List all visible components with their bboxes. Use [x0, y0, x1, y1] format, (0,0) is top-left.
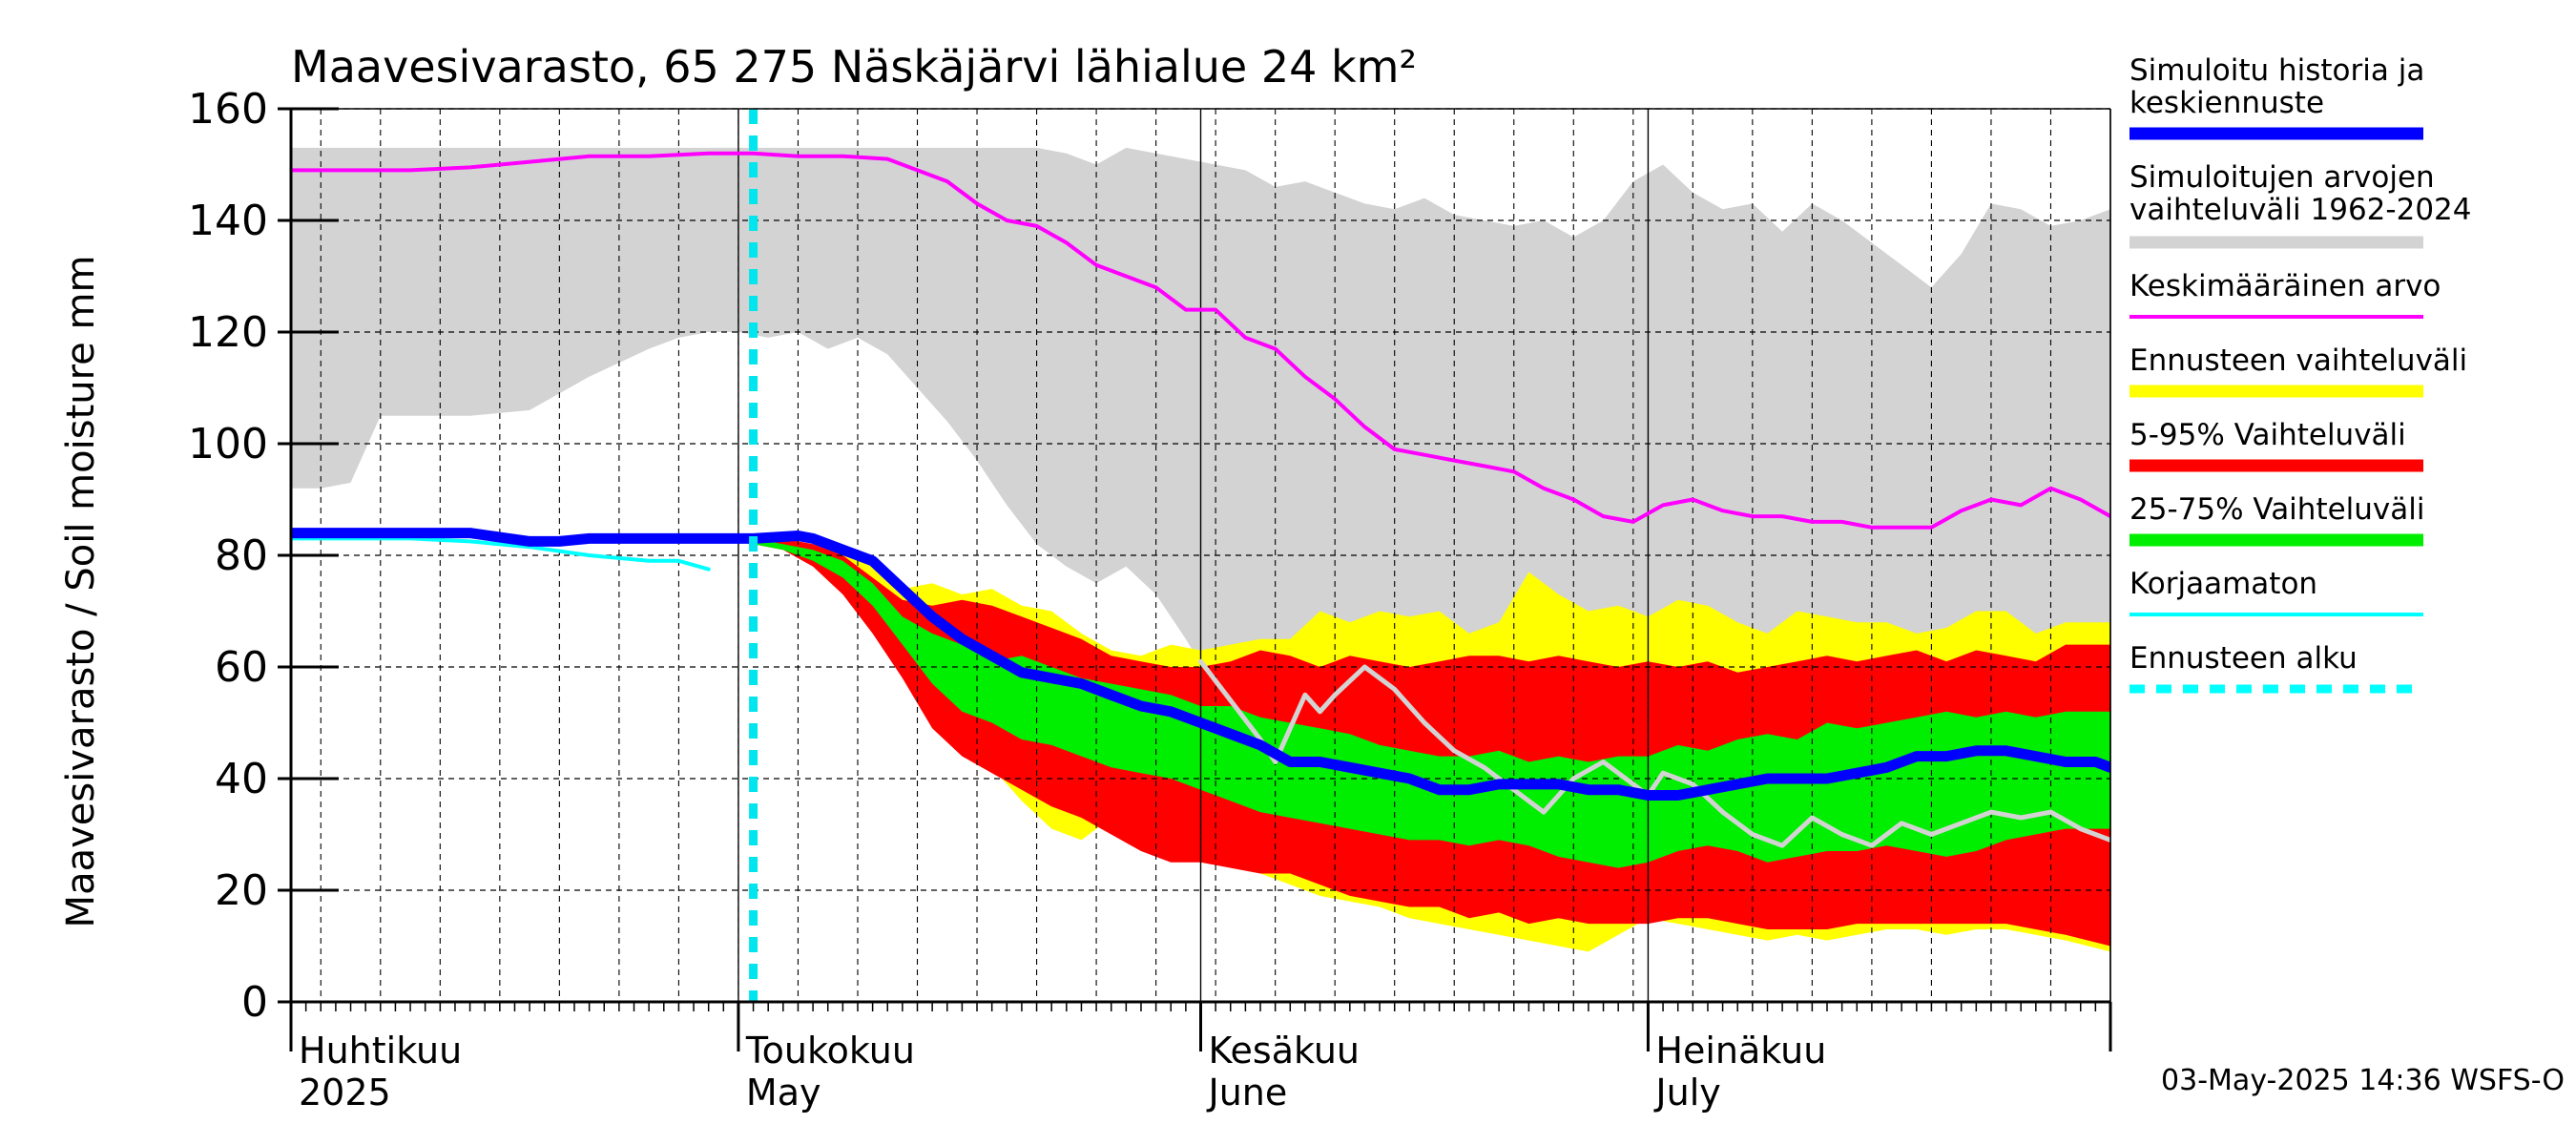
legend-item-2: Keskimääräinen arvo [2129, 269, 2441, 319]
month-label-fi-1: Toukokuu [745, 1030, 915, 1072]
y-tick-label-60: 60 [215, 643, 268, 692]
y-tick-label-80: 80 [215, 531, 268, 580]
chart-title: Maavesivarasto, 65 275 Näskäjärvi lähial… [291, 41, 1417, 93]
month-label-en-0: 2025 [299, 1072, 391, 1114]
series-line-3 [291, 528, 2110, 801]
legend-item-6: Korjaamaton [2129, 567, 2423, 616]
month-label-en-1: May [746, 1072, 821, 1114]
y-tick-label-160: 160 [188, 85, 268, 134]
legend-label-0-1: keskiennuste [2129, 86, 2324, 120]
y-tick-label-120: 120 [188, 308, 268, 357]
month-label-fi-0: Huhtikuu [299, 1030, 462, 1072]
legend-item-4: 5-95% Vaihteluväli [2129, 418, 2423, 472]
legend-label-6-0: Korjaamaton [2129, 567, 2317, 601]
y-tick-label-40: 40 [215, 755, 268, 803]
series-line-0 [291, 151, 2110, 530]
lines-layer [291, 151, 2110, 848]
series-line-2 [1198, 658, 2110, 848]
y-axis-label: Maavesivarasto / Soil moisture mm [59, 256, 103, 928]
legend: Simuloitu historia jakeskiennusteSimuloi… [2129, 53, 2471, 694]
legend-item-7: Ennusteen alku [2129, 641, 2423, 694]
month-label-fi-2: Kesäkuu [1209, 1030, 1361, 1072]
month-label-en-2: June [1207, 1072, 1288, 1114]
y-tick-label-140: 140 [188, 197, 268, 245]
y-tick-label-0: 0 [241, 978, 268, 1027]
legend-label-1-0: Simuloitujen arvojen [2129, 160, 2435, 195]
legend-label-1-1: vaihteluväli 1962-2024 [2129, 193, 2471, 227]
legend-label-0-0: Simuloitu historia ja [2129, 53, 2424, 88]
series-line-1 [291, 536, 711, 572]
legend-label-5-0: 25-75% Vaihteluväli [2129, 492, 2425, 527]
y-tick-label-20: 20 [215, 866, 268, 915]
legend-item-5: 25-75% Vaihteluväli [2129, 492, 2425, 547]
y-tick-label-100: 100 [188, 420, 268, 468]
month-label-en-3: July [1653, 1072, 1720, 1114]
legend-label-3-0: Ennusteen vaihteluväli [2129, 344, 2467, 378]
timestamp-footer: 03-May-2025 14:36 WSFS-O [2161, 1064, 2565, 1097]
legend-label-4-0: 5-95% Vaihteluväli [2129, 418, 2406, 452]
band-3 [753, 538, 2110, 868]
legend-label-2-0: Keskimääräinen arvo [2129, 269, 2441, 303]
legend-item-3: Ennusteen vaihteluväli [2129, 344, 2467, 398]
grid-layer [290, 108, 2111, 1002]
legend-label-7-0: Ennusteen alku [2129, 641, 2358, 676]
month-label-fi-3: Heinäkuu [1655, 1030, 1826, 1072]
